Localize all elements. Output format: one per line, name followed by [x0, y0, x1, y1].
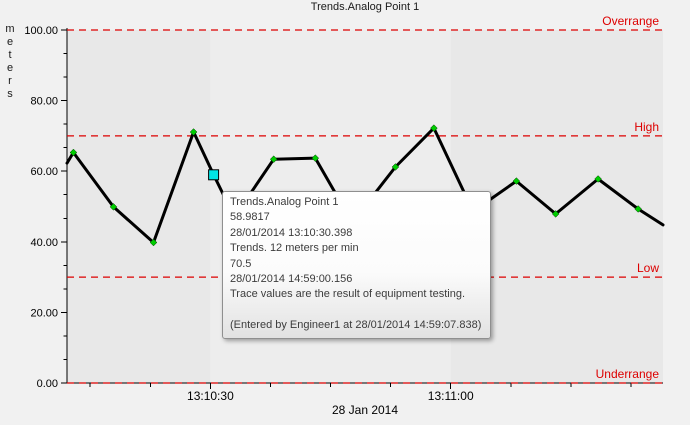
data-point-marker[interactable] — [391, 163, 400, 171]
y-axis-title-letter: m — [5, 23, 15, 35]
threshold-label-underrange: Underrange — [596, 367, 660, 381]
y-tick-label: 60.00 — [30, 166, 58, 178]
data-point-marker[interactable] — [634, 205, 642, 213]
tooltip-trace2-name: Trends. 12 meters per min — [230, 242, 359, 255]
y-tick-label: 0.00 — [37, 378, 58, 390]
y-axis-title-letter: s — [7, 87, 13, 100]
threshold-label-high: High — [634, 120, 659, 134]
data-point-marker[interactable] — [149, 238, 158, 247]
tooltip-trace-name: Trends.Analog Point 1 — [230, 196, 339, 208]
tooltip-trace2-timestamp: 28/01/2014 14:59:00.156 — [230, 273, 353, 286]
y-tick-label: 100.00 — [24, 25, 58, 37]
x-tick-label: 13:11:00 — [428, 389, 474, 403]
y-axis-title-letter: e — [6, 61, 14, 74]
tooltip-blank-line — [230, 303, 482, 318]
data-point-marker[interactable] — [594, 175, 602, 183]
tooltip-trace-timestamp: 28/01/2014 13:10:30.398 — [230, 226, 353, 239]
data-point-marker[interactable] — [189, 128, 198, 136]
plot-band — [67, 30, 211, 383]
trace-line — [65, 126, 665, 244]
tooltip-annotation-text: Trace values are the result of equipment… — [230, 288, 465, 301]
y-axis-title-letter: e — [6, 35, 14, 48]
selected-point-marker[interactable] — [208, 169, 220, 181]
chart-title: Trends.Analog Point 1 — [310, 1, 420, 13]
data-point-marker[interactable] — [430, 124, 438, 132]
y-tick-label: 40.00 — [30, 237, 58, 249]
data-point-marker[interactable] — [311, 154, 320, 162]
data-point-marker[interactable] — [109, 203, 118, 211]
y-tick-label: 80.00 — [30, 96, 58, 108]
tooltip-trace2-value: 70.5 — [230, 257, 252, 270]
y-axis-title-letter: t — [8, 48, 12, 61]
data-point-marker[interactable] — [269, 155, 278, 163]
tooltip-trace-value: 58.9817 — [230, 211, 270, 224]
threshold-label-overrange: Overrange — [602, 14, 659, 28]
trace-value-tooltip: Trends.Analog Point 1 58.9817 28/01/2014… — [222, 191, 491, 340]
y-tick-label: 20.00 — [30, 307, 58, 319]
x-tick-label: 13:10:30 — [187, 389, 234, 403]
data-point-marker[interactable] — [551, 210, 560, 218]
data-point-marker[interactable] — [69, 148, 78, 157]
y-axis-title-letter: r — [8, 74, 12, 87]
threshold-label-low: Low — [637, 261, 659, 275]
data-point-marker[interactable] — [512, 177, 521, 185]
x-axis-date-label: 28 Jan 2014 — [332, 403, 398, 417]
tooltip-annotation-author: (Entered by Engineer1 at 28/01/2014 14:5… — [230, 318, 482, 331]
